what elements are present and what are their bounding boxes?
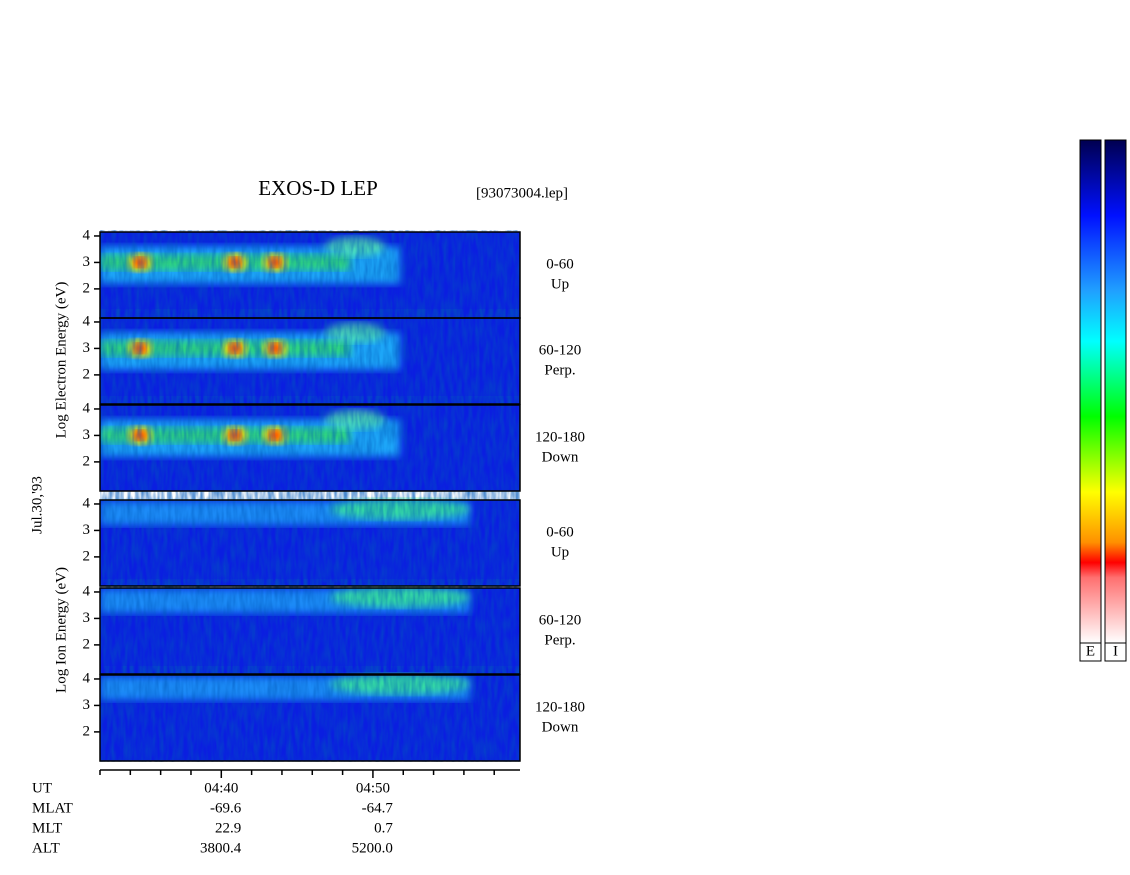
ion-axis-label: Log Ion Energy (eV) bbox=[53, 567, 69, 693]
ephemeris-name: MLAT bbox=[32, 800, 73, 816]
panel-frame bbox=[99, 499, 521, 587]
ephemeris-value: -69.6 bbox=[210, 800, 242, 816]
ephemeris-value: -64.7 bbox=[362, 800, 394, 816]
panel-frame bbox=[99, 404, 521, 492]
direction-label: Perp. bbox=[544, 362, 575, 378]
colorbar-label: E bbox=[1086, 643, 1095, 659]
pitch-angle-label: 60-120 bbox=[539, 342, 582, 358]
y-tick-label: 2 bbox=[83, 366, 91, 382]
panel-frame bbox=[99, 674, 521, 762]
y-tick-label: 3 bbox=[83, 522, 91, 538]
y-tick-label: 2 bbox=[83, 636, 91, 652]
y-tick-label: 3 bbox=[83, 697, 91, 713]
y-tick-label: 2 bbox=[83, 453, 91, 469]
y-tick-label: 3 bbox=[83, 610, 91, 626]
pitch-angle-label: 120-180 bbox=[535, 429, 585, 445]
panel-frame bbox=[99, 587, 521, 675]
file-name: [93073004.lep] bbox=[476, 185, 568, 201]
panel-frame bbox=[99, 317, 521, 405]
pitch-angle-label: 60-120 bbox=[539, 612, 582, 628]
y-tick-label: 4 bbox=[83, 583, 91, 599]
y-tick-label: 3 bbox=[83, 340, 91, 356]
y-tick-label: 3 bbox=[83, 427, 91, 443]
y-tick-label: 4 bbox=[83, 670, 91, 686]
y-tick-label: 4 bbox=[83, 495, 91, 511]
ephemeris-name: ALT bbox=[32, 840, 60, 856]
direction-label: Down bbox=[542, 449, 579, 465]
noise bbox=[100, 405, 520, 491]
colorbar-label-box bbox=[1104, 642, 1127, 662]
direction-label: Down bbox=[542, 719, 579, 735]
noise bbox=[100, 588, 520, 674]
y-tick-label: 2 bbox=[83, 548, 91, 564]
colorbar bbox=[1079, 139, 1102, 644]
noise bbox=[100, 232, 520, 318]
spectrogram-image bbox=[100, 232, 520, 761]
pitch-angle-label: 120-180 bbox=[535, 699, 585, 715]
direction-label: Up bbox=[551, 276, 569, 292]
y-tick-label: 3 bbox=[83, 254, 91, 270]
noise bbox=[100, 318, 520, 404]
electron-axis-label: Log Electron Energy (eV) bbox=[53, 282, 69, 439]
colorbar bbox=[1104, 139, 1127, 644]
x-tick-label: 04:40 bbox=[204, 780, 238, 796]
pitch-angle-label: 0-60 bbox=[546, 524, 574, 540]
ephemeris-value: 0.7 bbox=[374, 820, 393, 836]
noise bbox=[100, 500, 520, 586]
title: EXOS-D LEP bbox=[258, 176, 378, 200]
ephemeris-name: UT bbox=[32, 780, 52, 796]
direction-label: Perp. bbox=[544, 632, 575, 648]
colorbar-label-box bbox=[1079, 642, 1102, 662]
y-tick-label: 4 bbox=[83, 313, 91, 329]
pitch-angle-label: 0-60 bbox=[546, 256, 574, 272]
y-tick-label: 4 bbox=[83, 400, 91, 416]
direction-label: Up bbox=[551, 544, 569, 560]
y-tick-label: 2 bbox=[83, 280, 91, 296]
date-label: Jul.30,'93 bbox=[29, 476, 45, 534]
y-tick-label: 4 bbox=[83, 227, 91, 243]
noise bbox=[100, 675, 520, 761]
ephemeris-value: 3800.4 bbox=[200, 840, 242, 856]
ephemeris-name: MLT bbox=[32, 820, 62, 836]
ephemeris-value: 22.9 bbox=[215, 820, 241, 836]
y-tick-label: 2 bbox=[83, 723, 91, 739]
x-tick-label: 04:50 bbox=[356, 780, 390, 796]
colorbar-label: I bbox=[1113, 643, 1118, 659]
ephemeris-value: 5200.0 bbox=[352, 840, 393, 856]
